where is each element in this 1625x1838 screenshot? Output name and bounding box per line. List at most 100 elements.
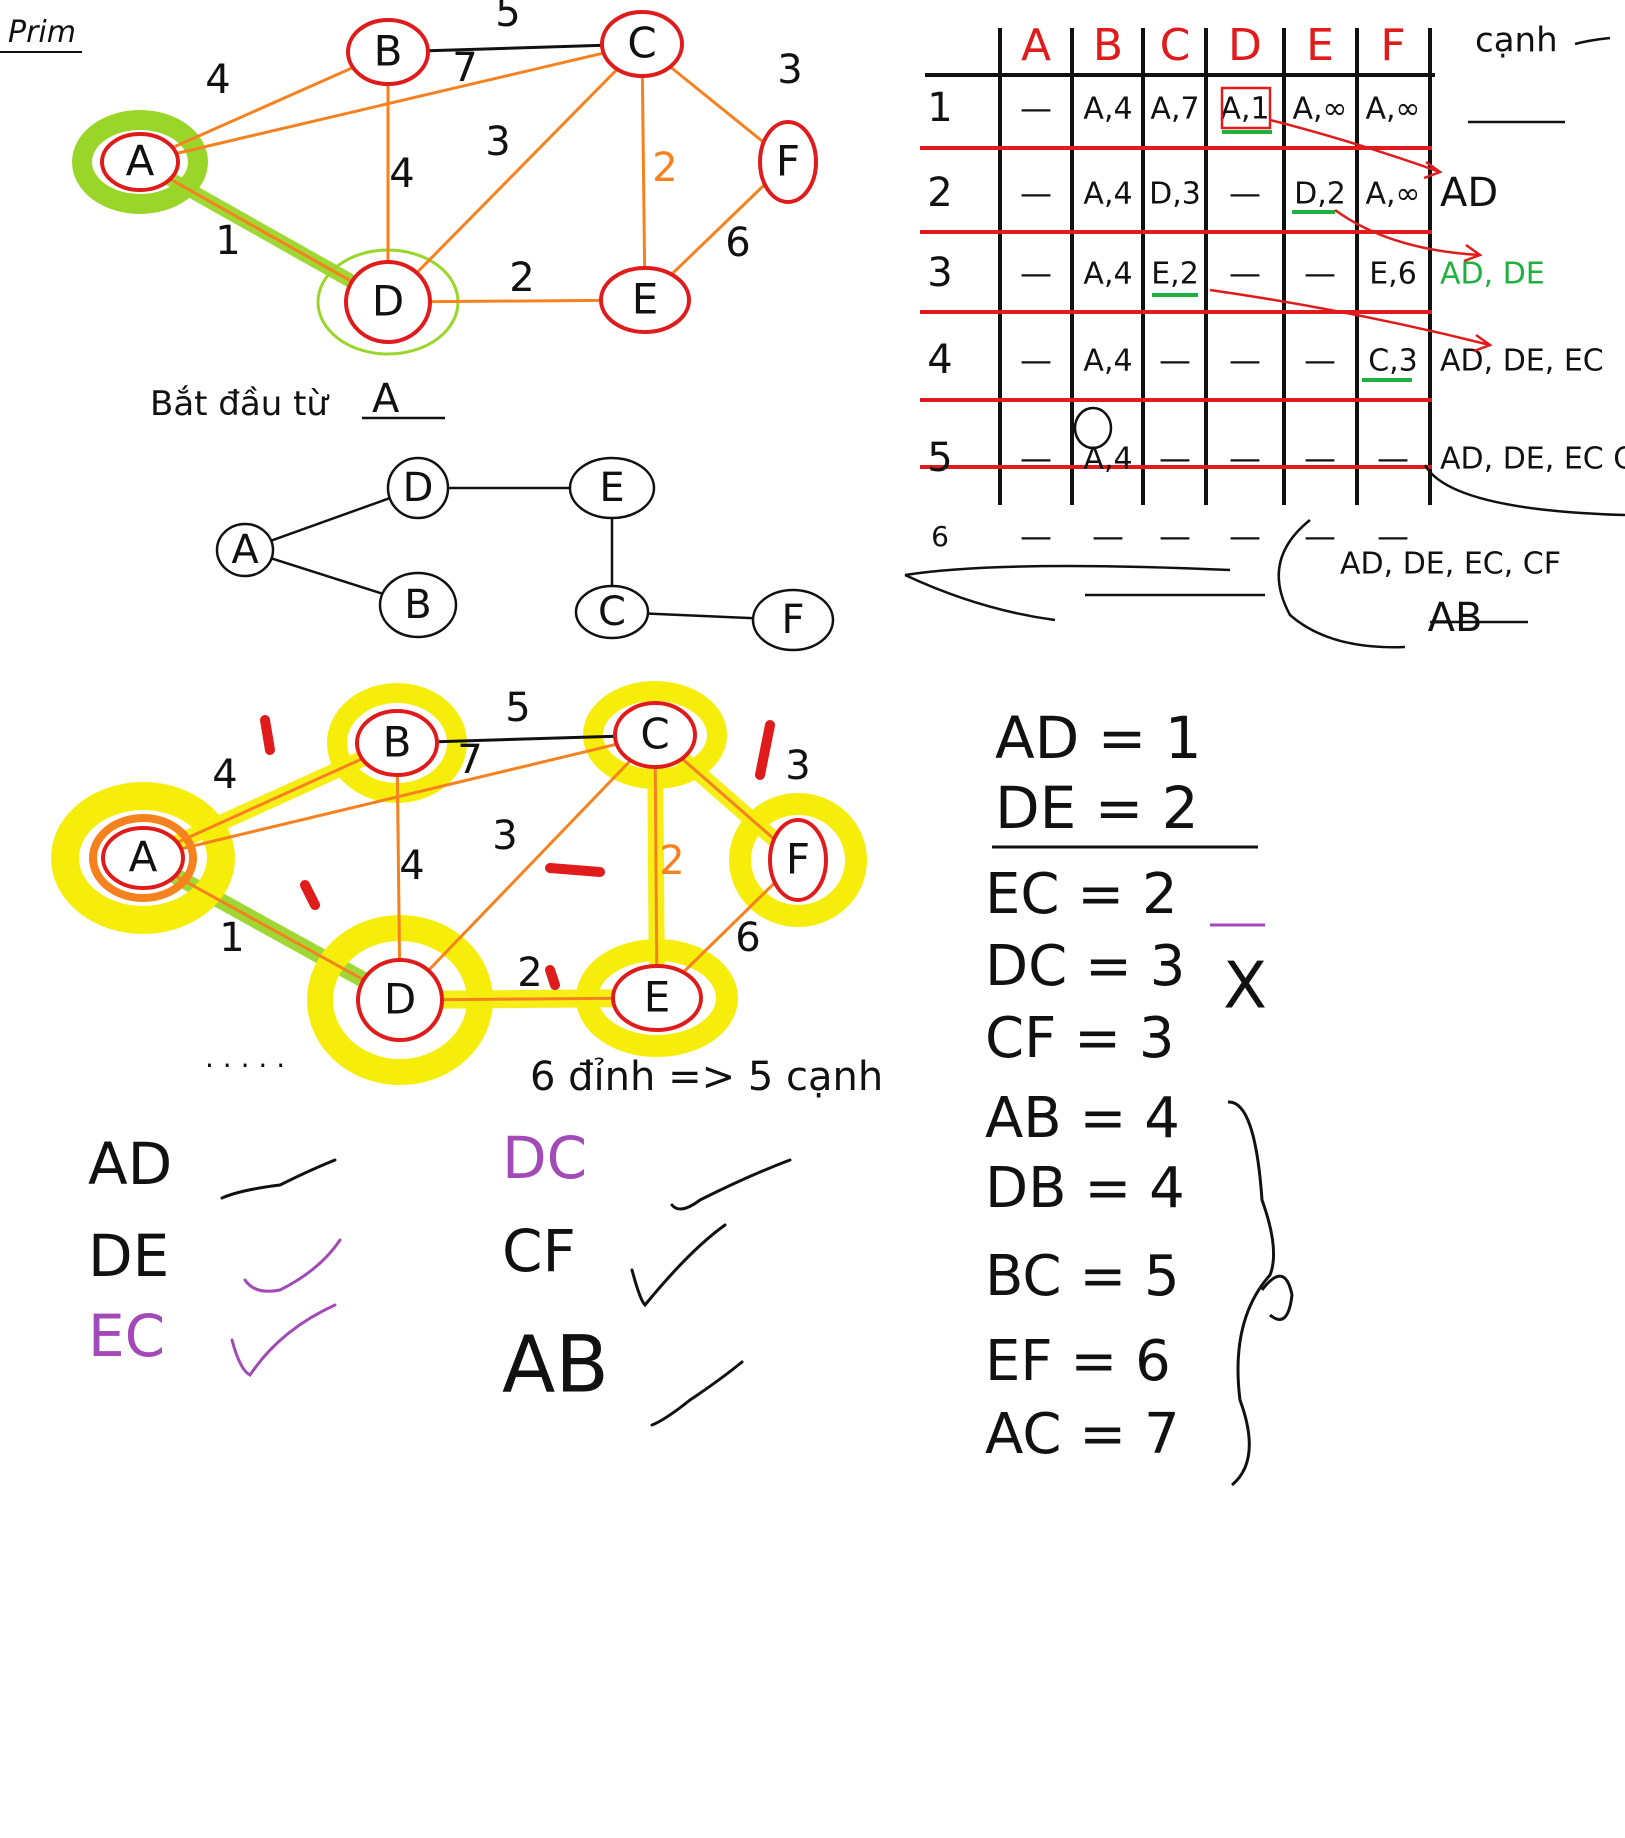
checklist-item-AB: AB [502, 1320, 609, 1410]
node-E [611, 964, 703, 1032]
node-label-C: C [640, 710, 669, 759]
table-column-header-F: F [1380, 20, 1405, 71]
table-cell: A,4 [1083, 344, 1132, 379]
table-cell: — [1159, 341, 1191, 379]
node-F [768, 818, 828, 902]
edge-BC [387, 42, 643, 54]
check-mark [220, 1158, 337, 1200]
node-label-F: F [776, 137, 800, 186]
edge-weight-BC: 5 [505, 685, 530, 731]
table-cell: — [1304, 254, 1336, 292]
table-cell: E,6 [1369, 257, 1417, 292]
checklist-item-DC: DC [502, 1124, 587, 1192]
table-cell: — [1020, 89, 1052, 127]
tree-node-E [568, 456, 656, 520]
red-tick-mark [545, 863, 605, 877]
check-mark [243, 1238, 342, 1293]
arrow-to-row2 [1269, 118, 1441, 174]
edge-weight-DE: 2 [509, 255, 534, 301]
node-B [346, 18, 430, 86]
node-label-D: D [384, 975, 416, 1024]
sorted-edge: DC = 3 [985, 934, 1185, 999]
table-final-extra: AB [1428, 595, 1483, 641]
node-label-A: A [126, 137, 155, 186]
table-cell: — [1159, 439, 1191, 477]
table-column-header-D: D [1228, 20, 1262, 71]
sorted-edge: DE = 2 [995, 774, 1199, 842]
table-cell: E,2 [1151, 257, 1199, 292]
edge-weight-CF: 3 [777, 47, 802, 93]
table-column-header-E: E [1306, 20, 1334, 71]
table-cell: — [1229, 439, 1261, 477]
node-label-D: D [372, 277, 404, 326]
edge-weight-AD: 1 [215, 218, 240, 264]
edge-weight-BD: 4 [399, 843, 424, 889]
tree-node-label-F: F [781, 597, 804, 643]
table-column-header-B: B [1093, 20, 1123, 71]
table-final-edges: AD, DE, EC, CF [1340, 547, 1561, 582]
edge-weight-BC: 5 [495, 0, 520, 36]
table-cell: C,3 [1368, 344, 1418, 379]
sorted-edge: EC = 2 [985, 862, 1178, 927]
table-row-edges: AD, DE, EC CF, [1440, 442, 1625, 477]
checklist-item-CF: CF [502, 1217, 576, 1285]
tree-node-label-D: D [403, 465, 434, 511]
reject-mark: X [1223, 950, 1267, 1024]
check-mark [650, 1360, 744, 1427]
curly-brace-loop [1260, 1274, 1294, 1321]
node-label-E: E [644, 973, 671, 1022]
edge-weight-AB: 4 [212, 752, 237, 798]
tree-node-label-E: E [599, 465, 624, 511]
node-D [344, 260, 432, 344]
red-tick-mark [260, 715, 275, 755]
node-label-E: E [632, 275, 659, 324]
arrow-head [1473, 333, 1493, 353]
sorted-edge-list: AD = 1DE = 2 EC = 2 DC = 3 X CF = 3 AB = 4DB … [985, 704, 1294, 1487]
node-F [758, 120, 818, 204]
table-step-1: 1 [927, 85, 952, 131]
sorted-edge: BC = 5 [985, 1244, 1180, 1309]
title-prim: Prim [8, 15, 76, 50]
sorted-edge: AC = 7 [985, 1402, 1180, 1467]
checklist: AD DE EC DC CF AB [88, 1124, 792, 1427]
node-label-F: F [786, 835, 810, 884]
table-step-3: 3 [927, 250, 952, 296]
edge-weight-AC: 7 [452, 45, 477, 91]
table-column-header-A: A [1021, 20, 1051, 71]
tree-node-D [386, 456, 450, 520]
table-cell: — [1377, 439, 1409, 477]
tree-node-label-C: C [598, 589, 626, 635]
bracket [1423, 464, 1625, 517]
node-E [599, 266, 691, 334]
table-cell: — [1304, 517, 1336, 555]
edge-BC [396, 733, 656, 745]
node-label-B: B [374, 27, 403, 76]
node-A [100, 132, 180, 192]
table-row-edges: AD, DE [1440, 257, 1545, 292]
selected-cell-circle [1073, 406, 1113, 450]
tree-node-label-B: B [404, 582, 431, 628]
table-cell: — [1304, 341, 1336, 379]
table-cell: — [1229, 341, 1261, 379]
curly-brace [1227, 1100, 1276, 1487]
edge-CE [653, 734, 659, 999]
table-cell: A,4 [1083, 92, 1132, 127]
edge-CD [386, 42, 644, 304]
dotted-line: · · · · · [205, 1049, 285, 1082]
arrow-head [1423, 160, 1443, 180]
highlight-node-A-inner [89, 814, 197, 902]
table-cell: D,3 [1149, 177, 1201, 212]
sorted-edge: EF = 6 [985, 1329, 1171, 1394]
table-step-6: 6 [931, 520, 949, 553]
checklist-item-EC: EC [88, 1302, 165, 1370]
table-cell: — [1020, 254, 1052, 292]
red-tick-mark [755, 720, 775, 780]
node-label-A: A [129, 833, 158, 882]
edge-AD [142, 856, 401, 1002]
table-step-2: 2 [927, 170, 952, 216]
highlight-node-F [729, 793, 867, 927]
check-mark [670, 1158, 792, 1211]
table-cell: A,∞ [1365, 177, 1420, 212]
